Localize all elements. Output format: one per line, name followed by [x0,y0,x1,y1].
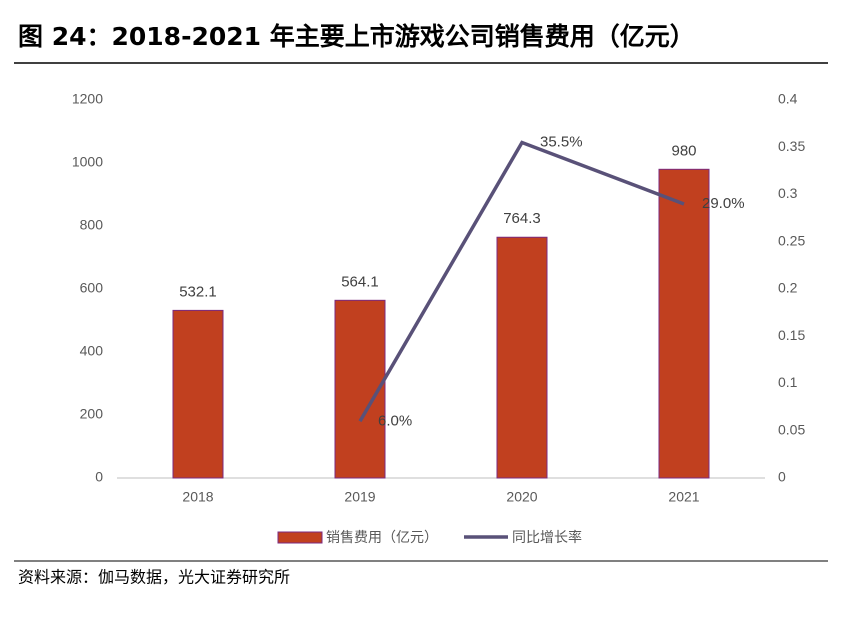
line-value-label: 35.5% [540,133,583,150]
y2-tick-label: 0.3 [778,185,798,201]
y-tick-label: 1000 [72,154,103,170]
y-tick-label: 200 [80,406,104,422]
y-tick-label: 600 [80,280,104,296]
legend-swatch [277,531,323,544]
bar-value-label: 564.1 [341,273,379,290]
x-tick-label: 2019 [344,489,375,505]
bar [658,168,710,479]
bar-value-label: 532.1 [179,283,217,300]
line-value-label: 29.0% [702,195,745,212]
y-tick-label: 400 [80,343,104,359]
y2-tick-label: 0.25 [778,232,805,248]
legend-label: 同比增长率 [512,529,582,546]
line [358,140,685,423]
y2-tick-label: 0.1 [778,374,798,390]
x-tick-label: 2021 [668,489,699,505]
bar-value-label: 980 [671,142,696,159]
bar [172,309,224,479]
y2-tick-label: 0.4 [778,91,798,107]
bar-value-label: 764.3 [503,210,541,227]
y2-tick-label: 0.35 [778,138,805,154]
legend-label: 销售费用（亿元） [326,530,438,546]
x-tick-label: 2018 [182,489,213,505]
y2-tick-label: 0.2 [778,280,798,296]
y-tick-label: 800 [80,217,104,233]
bar [496,236,548,479]
y2-tick-label: 0 [778,469,786,485]
y2-tick-label: 0.05 [778,421,805,437]
chart-title: 图 24：2018-2021 年主要上市游戏公司销售费用（亿元） [18,22,695,51]
y-tick-label: 0 [95,469,103,485]
line-value-label: 6.0% [378,412,412,429]
y-tick-label: 1200 [72,91,103,107]
source: 资料来源：伽马数据，光大证券研究所 [18,568,290,587]
y2-tick-label: 0.15 [778,327,805,343]
x-tick-label: 2020 [506,489,537,505]
